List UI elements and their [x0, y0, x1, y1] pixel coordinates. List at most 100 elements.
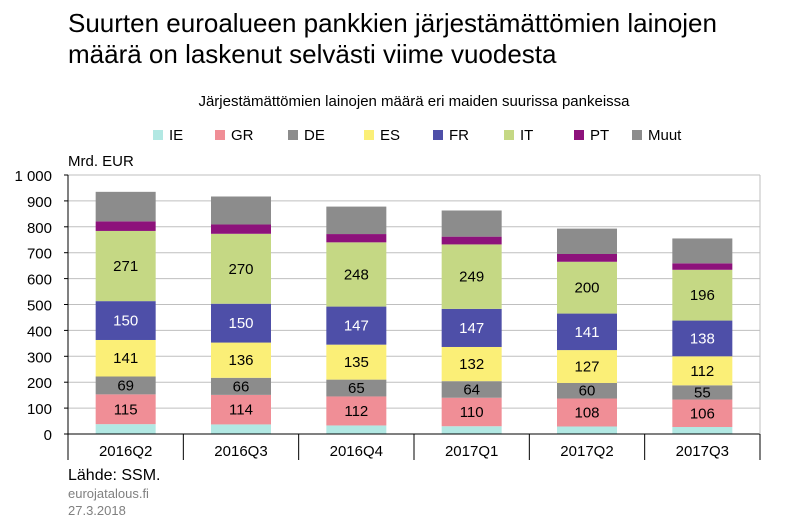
- axes: [64, 174, 761, 460]
- data-label: 115: [114, 401, 138, 418]
- source-note: Lähde: SSM.: [68, 467, 161, 484]
- bar-muut-2017q1: [441, 210, 502, 237]
- y-axis-label: Mrd. EUR: [68, 153, 134, 170]
- bar-it-2016q4: [326, 242, 387, 307]
- bar-ie-2017q1: [441, 426, 502, 434]
- y-tick-label: 100: [27, 401, 52, 418]
- data-label: 147: [344, 318, 369, 335]
- bar-pt-2016q2: [95, 221, 156, 231]
- legend-label-fr: FR: [449, 127, 469, 144]
- legend-swatch-es: [364, 130, 374, 140]
- y-tick-label: 900: [27, 194, 52, 211]
- data-label: 150: [228, 315, 253, 332]
- data-label: 147: [459, 320, 484, 337]
- bar-de-2016q3: [211, 377, 271, 395]
- bars: 115 69 141 150 271 114 66 136 150 270 112 65 135 147 2…: [95, 191, 733, 434]
- bar-pt-2016q3: [211, 224, 271, 234]
- bar-muut-2017q3: [672, 238, 733, 264]
- bar-de-2016q4: [326, 379, 387, 397]
- legend-label-it: IT: [520, 127, 533, 144]
- bar-gr-2016q4: [326, 396, 387, 426]
- gridlines: [68, 174, 760, 435]
- data-label: 135: [344, 354, 369, 371]
- data-label: 69: [117, 377, 134, 394]
- data-label: 136: [228, 352, 253, 369]
- data-label: 60: [579, 383, 596, 400]
- bar-gr-2016q3: [211, 394, 271, 425]
- bar-gr-2017q1: [441, 397, 502, 427]
- x-tick-label: 2017Q2: [560, 443, 613, 460]
- y-tick-label: 700: [27, 246, 52, 263]
- bar-pt-2016q4: [326, 234, 387, 243]
- bar-fr-2017q2: [557, 313, 617, 351]
- bar-es-2017q2: [557, 350, 617, 383]
- data-label: 112: [690, 363, 714, 380]
- bar-es-2017q1: [441, 346, 502, 382]
- bar-it-2017q2: [557, 261, 617, 314]
- bar-gr-2016q2: [95, 394, 156, 425]
- bar-muut-2016q2: [95, 191, 156, 222]
- data-label: 248: [344, 266, 369, 283]
- bar-gr-2017q3: [672, 399, 733, 428]
- bar-ie-2016q3: [211, 424, 271, 434]
- bar-fr-2016q4: [326, 306, 387, 345]
- data-label: 138: [690, 330, 715, 347]
- legend-label-pt: PT: [590, 127, 609, 144]
- y-tick-label: 400: [27, 323, 52, 340]
- legend-label-muut: Muut: [648, 127, 682, 144]
- y-tick-labels: 0 100 200 300 400 500 600 700 800 900 1 000: [14, 168, 52, 444]
- legend-label-gr: GR: [231, 127, 254, 144]
- bar-fr-2017q1: [441, 308, 502, 347]
- data-label: 114: [229, 402, 253, 419]
- bar-es-2017q3: [672, 356, 733, 386]
- legend-swatch-ie: [153, 130, 163, 140]
- x-tick-label: 2016Q2: [99, 443, 152, 460]
- bar-fr-2016q2: [95, 301, 156, 340]
- bar-ie-2016q4: [326, 425, 387, 434]
- legend-swatch-muut: [632, 130, 642, 140]
- data-label: 108: [574, 405, 599, 422]
- legend-swatch-fr: [433, 130, 443, 140]
- x-tick-label: 2016Q4: [330, 443, 383, 460]
- y-tick-label: 200: [27, 375, 52, 392]
- legend-swatch-gr: [215, 130, 225, 140]
- bar-pt-2017q1: [441, 236, 502, 245]
- x-tick-label: 2016Q3: [214, 443, 267, 460]
- data-label: 55: [694, 384, 711, 401]
- bar-es-2016q2: [95, 339, 156, 377]
- chart-title: Suurten euroalueen pankkien järjestämätt…: [68, 8, 717, 69]
- bar-it-2017q3: [672, 269, 733, 321]
- bar-es-2016q4: [326, 344, 387, 380]
- bar-es-2016q3: [211, 342, 271, 378]
- data-label: 270: [228, 261, 253, 278]
- bar-it-2016q3: [211, 233, 271, 304]
- data-label: 249: [459, 269, 484, 286]
- data-label: 196: [690, 287, 715, 304]
- legend-swatch-de: [288, 130, 298, 140]
- data-label: 106: [690, 405, 715, 422]
- bar-ie-2017q2: [557, 426, 617, 434]
- bar-ie-2017q3: [672, 427, 733, 434]
- bar-muut-2016q3: [211, 196, 271, 225]
- bar-ie-2016q2: [95, 424, 156, 434]
- bar-de-2017q1: [441, 381, 502, 398]
- legend-swatch-it: [504, 130, 514, 140]
- data-label: 132: [459, 356, 484, 373]
- bar-muut-2017q2: [557, 228, 617, 254]
- x-tick-label: 2017Q1: [445, 443, 498, 460]
- bar-fr-2016q3: [211, 303, 271, 343]
- y-tick-label: 600: [27, 272, 52, 289]
- legend-label-de: DE: [304, 127, 325, 144]
- data-label: 110: [460, 404, 484, 421]
- data-label: 271: [113, 258, 138, 275]
- data-label: 200: [574, 280, 599, 297]
- data-label: 64: [463, 381, 480, 398]
- data-label: 141: [574, 324, 599, 341]
- y-tick-label: 0: [44, 427, 52, 444]
- bar-de-2017q3: [672, 385, 733, 400]
- y-tick-label: 1 000: [14, 168, 52, 185]
- y-tick-label: 300: [27, 349, 52, 366]
- data-label: 150: [113, 313, 138, 330]
